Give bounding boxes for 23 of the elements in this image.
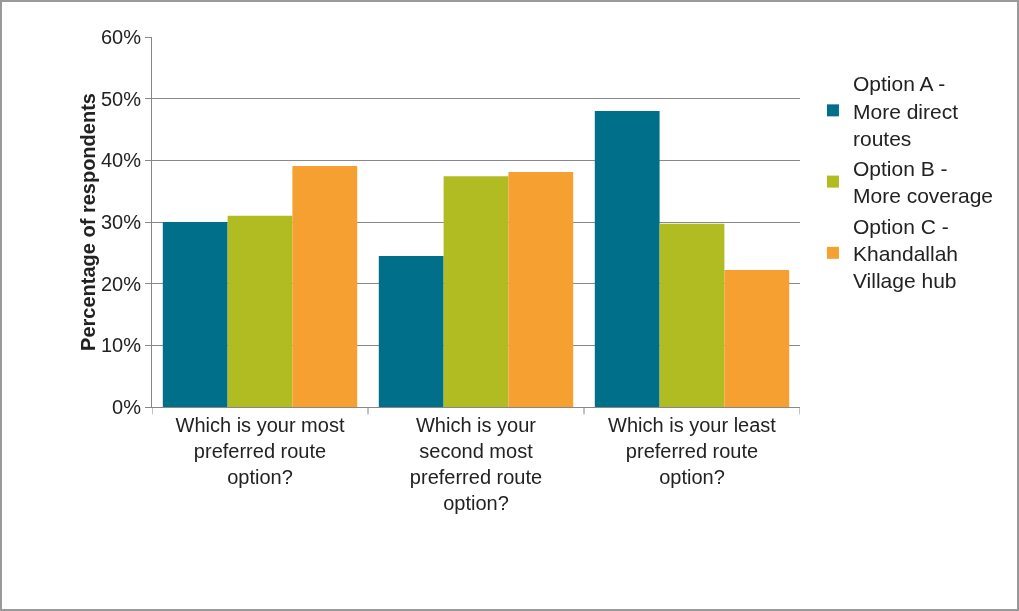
y-tick-label: 20%: [100, 272, 142, 295]
y-tick-label: 30%: [100, 211, 142, 233]
y-tick-label: 0%: [112, 396, 142, 418]
bar: [594, 111, 660, 407]
x-tick-label: Which is your least preferred route option?: [608, 414, 777, 488]
legend-label: Option A - More direct routes: [852, 72, 959, 150]
y-tick-label: 10%: [100, 334, 142, 357]
bar: [162, 222, 228, 407]
y-tick-label: 40%: [100, 149, 142, 172]
bar: [227, 215, 293, 407]
y-tick-label: 50%: [100, 87, 142, 110]
x-tick-label: Which is your most preferred route option?: [175, 414, 345, 488]
bar: [292, 165, 358, 407]
bar: [724, 270, 790, 407]
x-tick-label: Which is your second most preferred route option?: [409, 414, 543, 514]
legend-label: Option C - Khandallah Village hub: [852, 214, 959, 293]
y-axis-title: Percentage of respondents: [76, 93, 99, 351]
bar: [659, 223, 725, 407]
bar: [508, 172, 574, 407]
y-tick-label: 60%: [100, 26, 142, 48]
bar: [443, 176, 509, 407]
bar: [378, 255, 444, 407]
legend-label: Option B - More coverage: [852, 157, 994, 208]
